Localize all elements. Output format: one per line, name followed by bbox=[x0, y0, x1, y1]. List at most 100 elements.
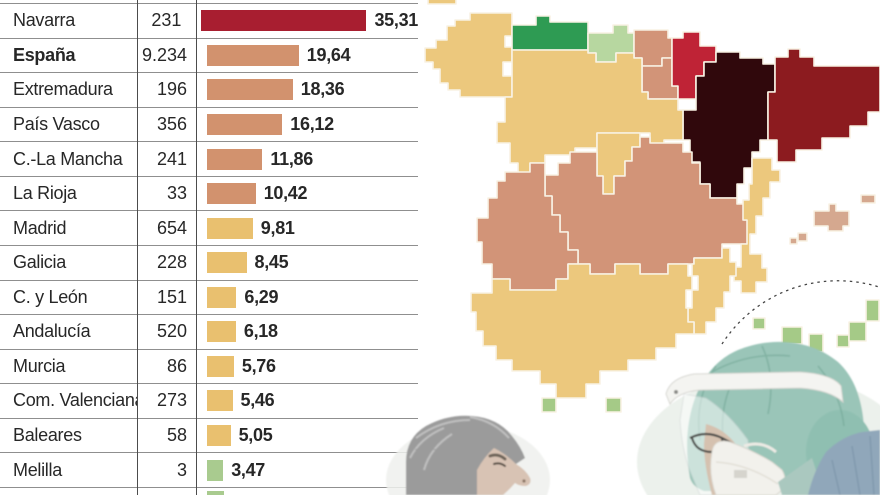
map-region-valenciana bbox=[733, 157, 781, 294]
value-label: 6,18 bbox=[243, 321, 278, 342]
cropped-next-row-bar bbox=[207, 491, 224, 495]
region-count: 86 bbox=[166, 355, 187, 376]
map-region-cataluna bbox=[767, 48, 880, 163]
man-face bbox=[477, 448, 531, 495]
bar-cell: 11,86 bbox=[196, 148, 418, 170]
value-label: 5,46 bbox=[240, 390, 275, 411]
region-name: País Vasco bbox=[13, 113, 100, 134]
table-row: Extremadura 196 18,36 bbox=[0, 73, 418, 108]
value-label: 35,31 bbox=[374, 10, 418, 31]
region-name: La Rioja bbox=[13, 183, 77, 204]
region-count: 151 bbox=[156, 286, 187, 307]
worker-shield-screw bbox=[674, 390, 678, 394]
value-bar bbox=[207, 321, 236, 343]
map-region-ceuta bbox=[541, 397, 557, 413]
value-bar bbox=[207, 148, 263, 170]
value-label: 18,36 bbox=[300, 79, 345, 100]
map-region-pais-vasco bbox=[633, 29, 673, 67]
table-row: España 9.234 19,64 bbox=[0, 39, 418, 74]
photo-health-worker bbox=[665, 341, 880, 495]
bar-cell: 19,64 bbox=[196, 44, 418, 66]
value-label: 3,47 bbox=[231, 459, 266, 480]
region-count: 273 bbox=[156, 390, 187, 411]
map-region-murcia bbox=[687, 247, 737, 335]
table-row: País Vasco 356 16,12 bbox=[0, 108, 418, 143]
region-name: Baleares bbox=[13, 425, 82, 446]
value-bar bbox=[201, 10, 367, 32]
worker-gown-folds bbox=[831, 435, 875, 495]
canarias-inset-dashed-circle bbox=[721, 280, 880, 345]
region-count: 654 bbox=[156, 217, 187, 238]
region-count: 241 bbox=[156, 148, 187, 169]
value-bar bbox=[207, 459, 224, 481]
photo-background-wash bbox=[637, 374, 880, 495]
table-row: Galicia 228 8,45 bbox=[0, 246, 418, 281]
value-bar bbox=[207, 286, 237, 308]
table-body: Navarra 231 35,31 España 9.234 19,64 Extremadu… bbox=[0, 4, 418, 488]
worker-face bbox=[704, 424, 748, 495]
photo-healthcare-workers bbox=[386, 341, 880, 495]
table-column-divider-2 bbox=[196, 0, 197, 495]
photo-man-profile bbox=[406, 415, 531, 495]
value-label: 5,05 bbox=[238, 425, 273, 446]
region-count: 196 bbox=[156, 79, 187, 100]
worker-cap-pouf bbox=[806, 410, 874, 494]
value-bar bbox=[207, 44, 299, 66]
bar-cell: 6,18 bbox=[196, 321, 418, 343]
bar-cell: 5,05 bbox=[196, 425, 418, 447]
value-label: 11,86 bbox=[270, 148, 313, 169]
value-bar bbox=[207, 113, 283, 135]
value-label: 10,42 bbox=[263, 183, 308, 204]
man-eyebrow bbox=[488, 453, 507, 461]
table-row: Madrid 654 9,81 bbox=[0, 211, 418, 246]
region-count: 231 bbox=[151, 10, 182, 31]
value-bar bbox=[207, 79, 293, 101]
region-count: 520 bbox=[156, 321, 187, 342]
region-name: Melilla bbox=[13, 459, 62, 480]
map-region-galicia bbox=[424, 12, 513, 98]
value-label: 6,29 bbox=[244, 286, 279, 307]
map-region-asturias bbox=[511, 15, 589, 51]
man-eye bbox=[493, 462, 506, 467]
worker-ffp2-mask bbox=[710, 440, 786, 495]
map-region-melilla bbox=[605, 397, 622, 413]
map-region-cantabria bbox=[587, 24, 635, 63]
man-hair-highlights bbox=[409, 416, 510, 471]
region-count: 33 bbox=[166, 183, 187, 204]
worker-glasses bbox=[689, 432, 749, 454]
value-label: 8,45 bbox=[254, 252, 289, 273]
region-name: Navarra bbox=[13, 10, 75, 31]
table-line-fragments bbox=[415, 449, 451, 488]
map-region-baleares bbox=[789, 194, 876, 245]
region-name: Andalucía bbox=[13, 321, 91, 342]
worker-bouffant-cap bbox=[687, 341, 865, 491]
region-name: C.-La Mancha bbox=[13, 148, 123, 169]
table-row: Baleares 58 5,05 bbox=[0, 419, 418, 454]
worker-mask-seam bbox=[715, 461, 779, 485]
region-name: Madrid bbox=[13, 217, 67, 238]
value-label: 5,76 bbox=[241, 355, 276, 376]
region-name: Murcia bbox=[13, 355, 66, 376]
table-row: Andalucía 520 6,18 bbox=[0, 315, 418, 350]
region-count: 9.234 bbox=[141, 44, 187, 65]
bar-cell: 3,47 bbox=[196, 459, 418, 481]
value-bar bbox=[207, 252, 247, 274]
map-region-castilla-leon bbox=[496, 49, 684, 178]
map-region-madrid bbox=[596, 132, 641, 195]
table-row: Com. Valenciana 273 5,46 bbox=[0, 384, 418, 419]
worker-gown bbox=[808, 430, 880, 495]
table-row: Navarra 231 35,31 bbox=[0, 4, 418, 39]
bar-cell: 18,36 bbox=[196, 79, 418, 101]
table-row: C.-La Mancha 241 11,86 bbox=[0, 142, 418, 177]
value-bar bbox=[207, 217, 253, 239]
region-count: 228 bbox=[156, 252, 187, 273]
table-row: C. y León 151 6,29 bbox=[0, 281, 418, 316]
table-row: La Rioja 33 10,42 bbox=[0, 177, 418, 212]
map-region-extremadura bbox=[476, 162, 579, 291]
table-row: Melilla 3 3,47 bbox=[0, 453, 418, 488]
worker-visor bbox=[679, 393, 753, 495]
table-row: Murcia 86 5,76 bbox=[0, 350, 418, 385]
bar-cell: 6,29 bbox=[196, 286, 418, 308]
table-column-divider-1 bbox=[137, 0, 138, 495]
